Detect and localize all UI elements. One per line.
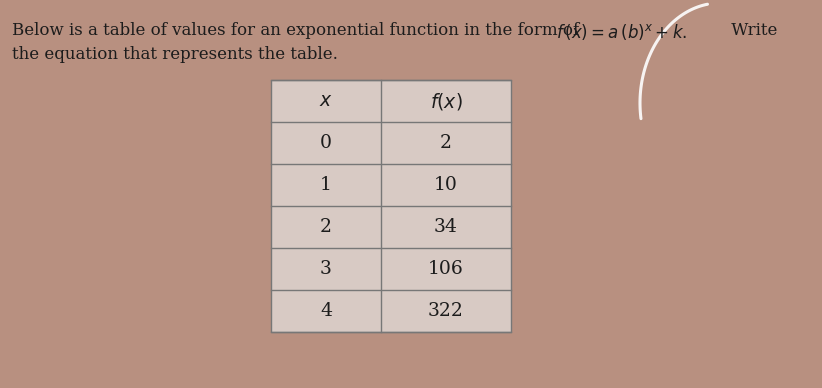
Text: Write: Write bbox=[726, 22, 778, 39]
Text: 2: 2 bbox=[320, 218, 332, 236]
Text: 106: 106 bbox=[428, 260, 464, 278]
Text: 34: 34 bbox=[434, 218, 458, 236]
Text: $x$: $x$ bbox=[319, 92, 333, 110]
Text: $f\,(x) = a\,(b)^{x} + k.$: $f\,(x) = a\,(b)^{x} + k.$ bbox=[556, 22, 687, 42]
Text: 322: 322 bbox=[428, 302, 464, 320]
Text: 1: 1 bbox=[320, 176, 332, 194]
Text: Below is a table of values for an exponential function in the form of: Below is a table of values for an expone… bbox=[12, 22, 584, 39]
Text: 2: 2 bbox=[440, 134, 452, 152]
Text: $f(x)$: $f(x)$ bbox=[430, 90, 462, 111]
Text: 3: 3 bbox=[320, 260, 332, 278]
Text: 10: 10 bbox=[434, 176, 458, 194]
Bar bbox=[271, 80, 511, 332]
Text: the equation that represents the table.: the equation that represents the table. bbox=[12, 46, 338, 63]
Text: 0: 0 bbox=[320, 134, 332, 152]
Text: 4: 4 bbox=[320, 302, 332, 320]
